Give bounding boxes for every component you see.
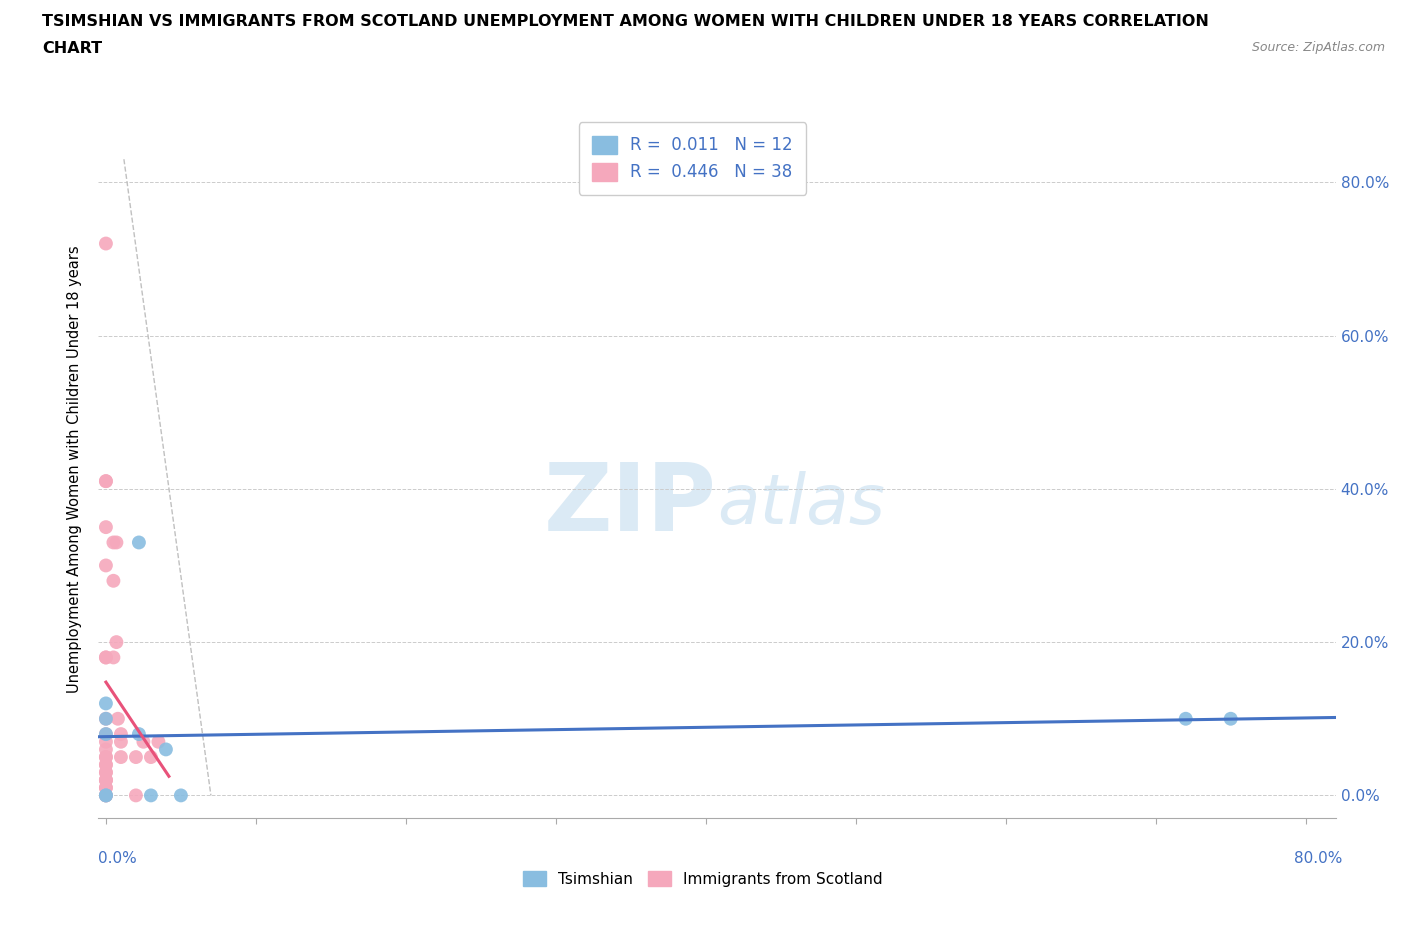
Point [94, 473, 117, 488]
Point [94, 650, 117, 665]
Point [1219, 711, 1241, 726]
Point [94, 735, 117, 750]
Text: CHART: CHART [42, 41, 103, 56]
Point [94, 780, 117, 795]
Point [94, 650, 117, 665]
Point [94, 757, 117, 772]
Text: ZIP: ZIP [544, 458, 717, 551]
Point [94, 788, 117, 803]
Point [94, 726, 117, 741]
Point [110, 750, 132, 764]
Point [94, 750, 117, 764]
Point [94, 726, 117, 741]
Point [94, 696, 117, 711]
Point [128, 535, 150, 550]
Legend: R =  0.011   N = 12, R =  0.446   N = 38: R = 0.011 N = 12, R = 0.446 N = 38 [578, 122, 806, 194]
Point [105, 634, 128, 649]
Text: 80.0%: 80.0% [1295, 851, 1343, 866]
Point [94, 750, 117, 764]
Point [139, 788, 162, 803]
Point [125, 788, 148, 803]
Point [94, 780, 117, 795]
Point [128, 726, 150, 741]
Point [103, 535, 125, 550]
Text: TSIMSHIAN VS IMMIGRANTS FROM SCOTLAND UNEMPLOYMENT AMONG WOMEN WITH CHILDREN UND: TSIMSHIAN VS IMMIGRANTS FROM SCOTLAND UN… [42, 14, 1209, 29]
Legend: Tsimshian, Immigrants from Scotland: Tsimshian, Immigrants from Scotland [516, 863, 890, 895]
Point [139, 750, 162, 764]
Point [94, 742, 117, 757]
Point [1174, 711, 1197, 726]
Y-axis label: Unemployment Among Women with Children Under 18 years: Unemployment Among Women with Children U… [67, 246, 83, 694]
Point [103, 650, 125, 665]
Point [105, 535, 128, 550]
Point [94, 788, 117, 803]
Point [148, 735, 170, 750]
Point [110, 735, 132, 750]
Point [94, 773, 117, 788]
Point [94, 520, 117, 535]
Point [103, 574, 125, 589]
Point [94, 236, 117, 251]
Point [94, 765, 117, 780]
Point [94, 711, 117, 726]
Text: 0.0%: 0.0% [98, 851, 138, 866]
Text: atlas: atlas [717, 471, 884, 538]
Point [94, 757, 117, 772]
Point [170, 788, 193, 803]
Point [94, 788, 117, 803]
Point [107, 711, 129, 726]
Point [94, 473, 117, 488]
Text: Source: ZipAtlas.com: Source: ZipAtlas.com [1251, 41, 1385, 54]
Point [94, 765, 117, 780]
Point [125, 750, 148, 764]
Point [94, 711, 117, 726]
Point [132, 735, 155, 750]
Point [94, 558, 117, 573]
Point [110, 726, 132, 741]
Point [94, 788, 117, 803]
Point [94, 773, 117, 788]
Point [155, 742, 177, 757]
Point [94, 773, 117, 788]
